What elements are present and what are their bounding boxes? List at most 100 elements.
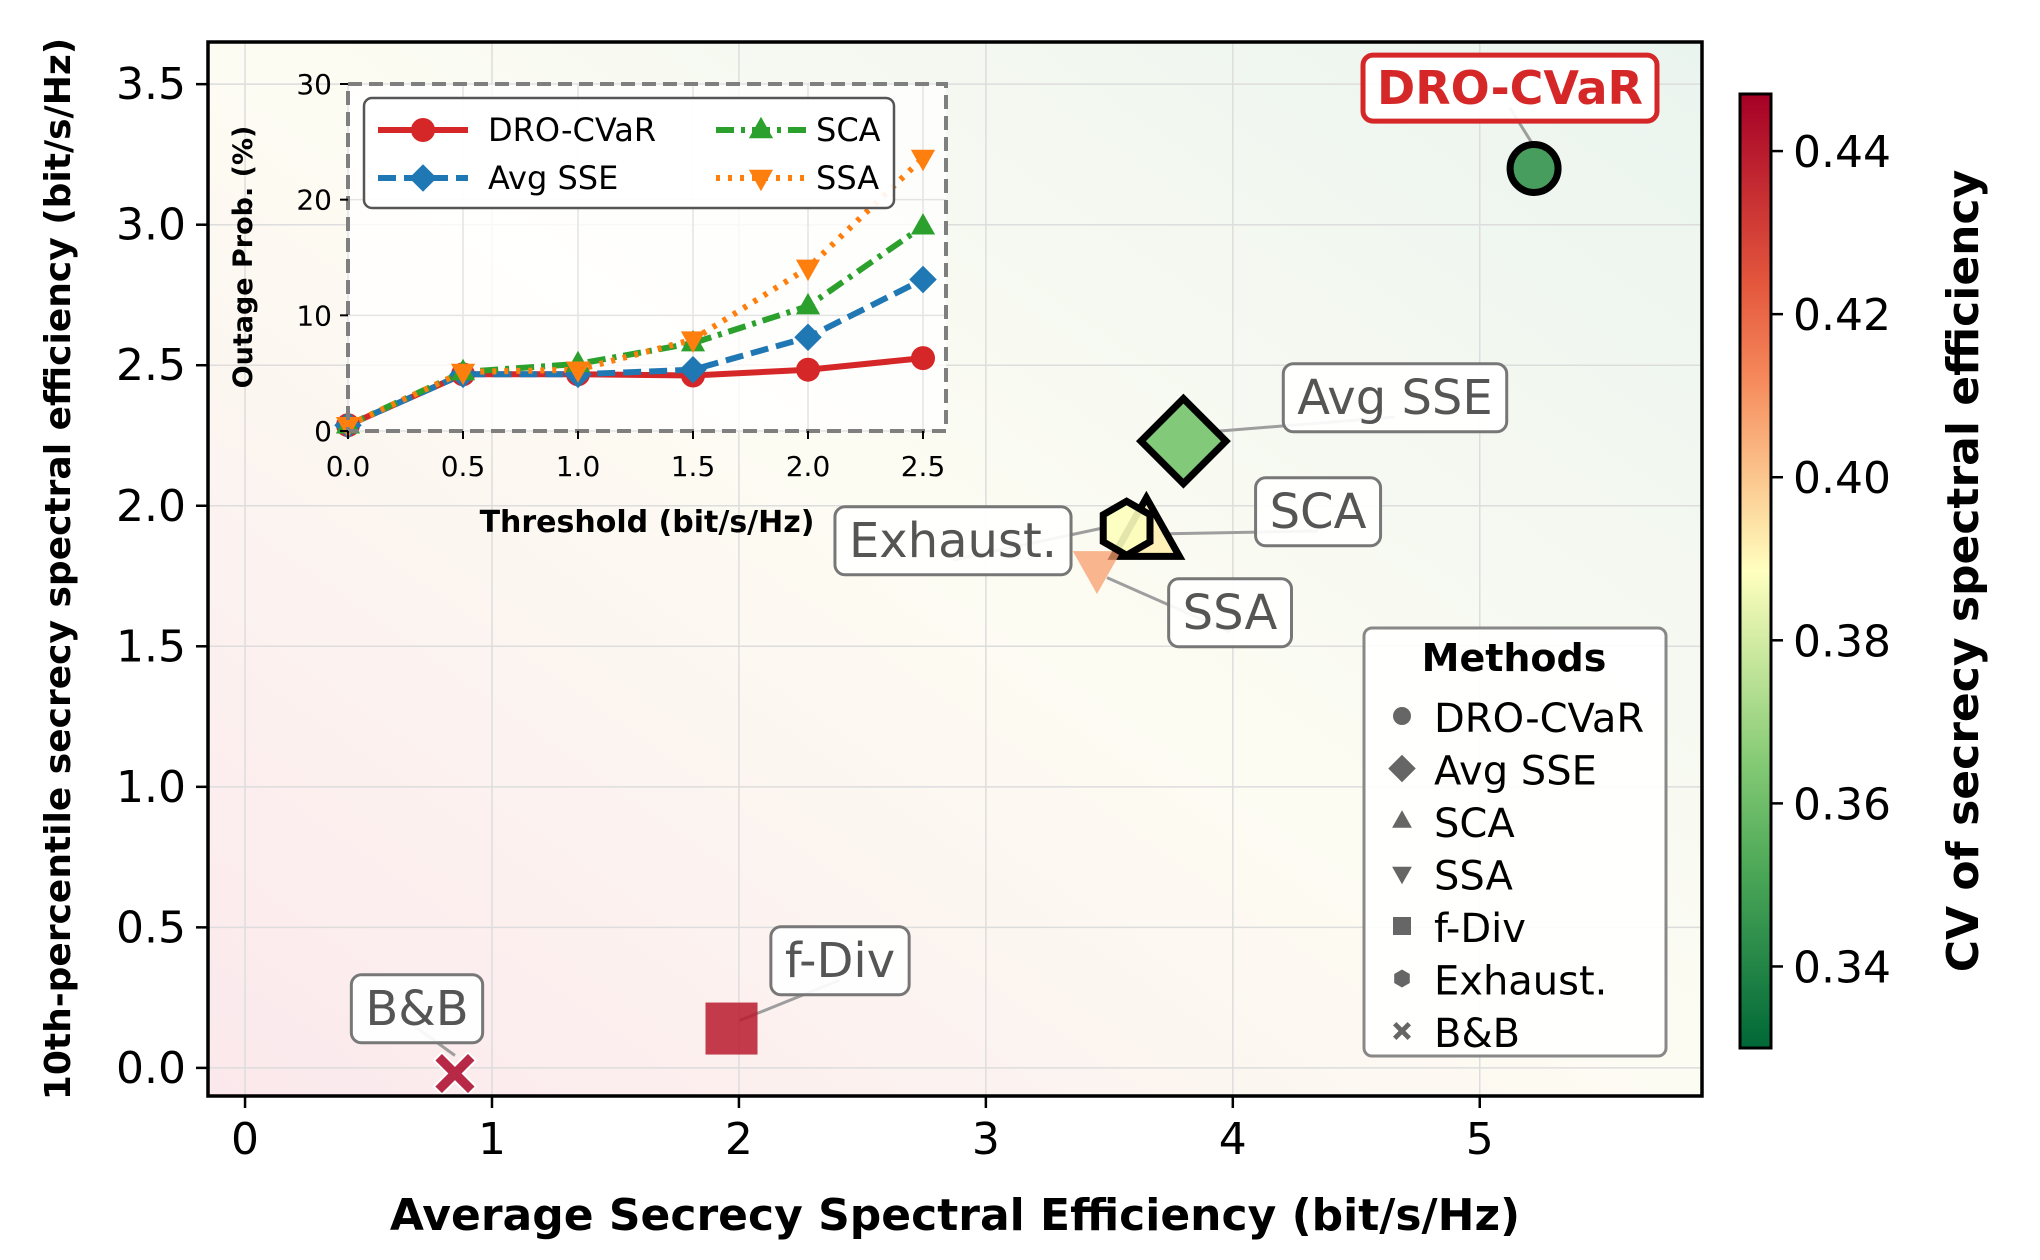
point-dro-cvar (1506, 140, 1562, 196)
annotation-text: SCA (1270, 484, 1367, 540)
y-tick-label: 0.5 (116, 902, 186, 953)
inset-point (909, 265, 937, 294)
legend-marker (1393, 707, 1411, 725)
y-tick-label: 2.0 (116, 481, 186, 532)
inset-y-tick-label: 20 (296, 184, 332, 217)
inset-x-tick-label: 2.5 (901, 450, 946, 483)
inset-y-tick-label: 10 (296, 299, 332, 332)
inset-y-tick-label: 0 (314, 415, 332, 448)
annotation-text: SSA (1183, 585, 1278, 641)
point-exhaust- (1099, 497, 1154, 560)
point-ssa (1072, 551, 1122, 594)
colorbar-ticks: 0.34 0.36 0.38 0.40 0.42 0.44 (1771, 127, 1891, 993)
inset-legend-label: Avg SSE (488, 159, 618, 197)
legend-frame (1362, 626, 1668, 1058)
colorbar-frame (1738, 92, 1773, 1050)
legend-marker (1388, 754, 1416, 783)
inset-x-tick-label: 0.5 (441, 450, 486, 483)
y-tick-label: 1.0 (116, 762, 186, 813)
annotation-box (1281, 362, 1509, 434)
x-tick-label: 5 (1466, 1114, 1494, 1165)
y-tick-label: 1.5 (116, 621, 186, 672)
colorbar-tick-label: 0.34 (1793, 942, 1891, 993)
inset-point (680, 331, 706, 353)
inset-legend-label: SCA (816, 111, 881, 149)
colorbar-fill (1740, 94, 1771, 1048)
x-tick-label: 0 (231, 1114, 259, 1165)
inset-point (795, 259, 821, 282)
inset-series-line-ssa (346, 155, 926, 428)
annotation-label: B&B (349, 973, 485, 1045)
y-tick-label: 2.5 (116, 340, 186, 391)
inset-x-tick-label: 1.0 (556, 450, 601, 483)
colorbar-tick-label: 0.42 (1793, 290, 1891, 341)
inset-point (911, 346, 935, 371)
annotation-label: SCA (1254, 476, 1383, 548)
inset-point (450, 363, 476, 386)
annotation-box (769, 925, 911, 997)
annotation-box (1360, 52, 1660, 124)
y-tick-label: 3.5 (116, 59, 186, 110)
annotation-text: f-Div (785, 933, 895, 989)
annotation-label: Avg SSE (1281, 362, 1509, 434)
colorbar-tick-label: 0.36 (1793, 779, 1891, 830)
inset-legend-marker (748, 116, 774, 139)
x-tick-label: 1 (478, 1114, 506, 1165)
inset-series-line-avg-sse (346, 276, 925, 428)
annotation-box (1167, 577, 1293, 649)
methods-legend: Methods DRO-CVaR Avg SSE SCA SSA f-Div Exhaust… (1362, 626, 1668, 1058)
legend-entry-label: B&B (1434, 1011, 1520, 1057)
inset-legend-marker (411, 118, 435, 142)
inset-point (794, 323, 822, 352)
x-tick-label: 3 (972, 1114, 1000, 1165)
annotation-text: B&B (365, 981, 468, 1037)
colorbar-tick-label: 0.44 (1793, 127, 1891, 178)
annotation-label: f-Div (769, 925, 911, 997)
inset-point (910, 149, 936, 172)
inset-y-tick-label: 30 (296, 68, 332, 101)
annotation-text: DRO-CVaR (1377, 61, 1643, 115)
inset-x-tick-label: 1.5 (671, 450, 716, 483)
legend-entry-label: DRO-CVaR (1434, 696, 1644, 742)
legend-entry-label: f-Div (1434, 906, 1526, 952)
annotation-text: Avg SSE (1297, 370, 1492, 426)
colorbar-label: CV of secrecy spectral efficiency (1938, 170, 1989, 973)
legend-marker (1392, 810, 1412, 828)
inset-legend-marker (409, 164, 437, 192)
legend-marker (1394, 969, 1410, 988)
legend-marker (1393, 1022, 1411, 1040)
inset-legend-label: DRO-CVaR (488, 111, 656, 149)
x-tick-label: 4 (1219, 1114, 1247, 1165)
legend-title: Methods (1422, 636, 1607, 680)
inset-point (565, 361, 591, 383)
legend-marker (1392, 866, 1412, 885)
annotation-box (1254, 476, 1383, 548)
annotation-label: SSA (1167, 577, 1293, 649)
inset-x-tick-label: 2.0 (786, 450, 831, 483)
y-tick-label: 0.0 (116, 1043, 186, 1094)
x-axis-label: Average Secrecy Spectral Efficiency (bit… (390, 1190, 1520, 1241)
main-labels: DRO-CVaR Avg SSE SCA SSA Exhaust. f-Div B&B (349, 52, 1660, 1045)
x-tick-label: 2 (725, 1114, 753, 1165)
colorbar-tick-label: 0.40 (1793, 453, 1891, 504)
inset-point (910, 213, 936, 235)
annotation-label: DRO-CVaR (1360, 52, 1660, 124)
y-axis-label: 10th-percentile secrecy spectral efficie… (38, 38, 79, 1100)
inset-point (679, 355, 707, 384)
inset-point (796, 357, 820, 382)
inset-axes: 0.0 0.5 1.0 1.5 2.0 2.5 0 10 20 30 (296, 68, 945, 483)
annotation-label: Exhaust. (833, 505, 1073, 577)
inset-point (795, 292, 821, 315)
inset-legend-label: SSA (816, 159, 879, 197)
colorbar: 0.34 0.36 0.38 0.40 0.42 0.44 CV of secrecy s… (1738, 92, 1989, 1050)
inset-legend-marker (748, 169, 774, 192)
legend-entry-label: Avg SSE (1434, 749, 1597, 795)
inset-x-tick-label: 0.0 (326, 450, 371, 483)
main-points (432, 140, 1562, 1096)
main-axes: 0 1 2 3 4 5 0.0 0.5 1.0 1.5 2.0 2.5 3.0 3.5 (116, 59, 1494, 1165)
inset-x-label: Threshold (bit/s/Hz) (480, 505, 815, 540)
annotation-box (833, 505, 1073, 577)
inset-frame (346, 82, 948, 433)
legend-entry-label: SSA (1434, 854, 1514, 900)
